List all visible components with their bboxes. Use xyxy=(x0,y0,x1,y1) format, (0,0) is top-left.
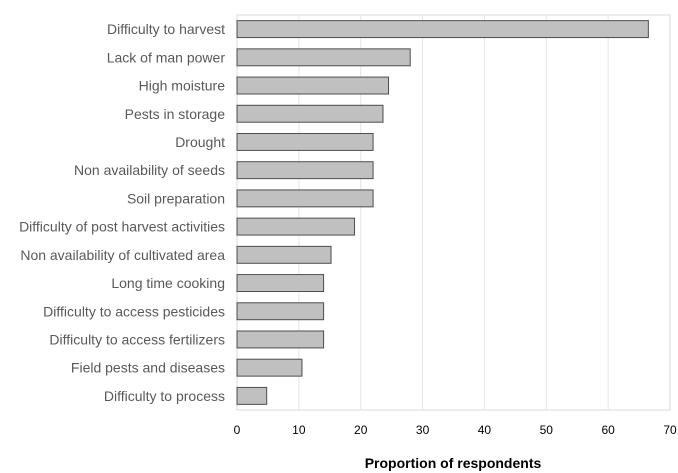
bar xyxy=(236,386,268,405)
category-label: Lack of man power xyxy=(107,49,226,65)
x-tick-label: 20 xyxy=(354,423,368,437)
category-label: Long time cooking xyxy=(111,275,225,291)
x-tick-label: 30 xyxy=(416,423,430,437)
category-label: High moisture xyxy=(139,78,226,94)
bar xyxy=(236,48,411,67)
category-label: Field pests and diseases xyxy=(71,360,225,376)
bar xyxy=(236,161,374,180)
bar xyxy=(236,302,325,321)
x-tick-label: 50 xyxy=(540,423,554,437)
category-label: Difficulty of post harvest activities xyxy=(19,219,225,235)
category-labels: Difficulty to harvest Lack of man power Hi… xyxy=(19,21,225,404)
bar xyxy=(236,189,374,208)
bar xyxy=(236,274,325,293)
bar xyxy=(236,217,356,236)
bars xyxy=(236,20,649,405)
category-label: Non availability of seeds xyxy=(74,162,225,178)
bar xyxy=(236,330,325,349)
bar xyxy=(236,20,649,39)
bar xyxy=(236,133,374,151)
bar xyxy=(236,358,303,377)
bar xyxy=(236,245,332,264)
plot-frame xyxy=(236,14,671,411)
category-label: Non availability of cultivated area xyxy=(20,247,225,263)
x-tick-label: 0 xyxy=(234,423,241,437)
category-label: Difficulty to harvest xyxy=(107,21,225,37)
category-label: Soil preparation xyxy=(127,190,225,206)
x-axis-title: Proportion of respondents xyxy=(365,455,542,471)
category-label: Pests in storage xyxy=(125,106,226,122)
x-tick-labels: 0 10 20 30 40 50 60 70 xyxy=(234,423,677,437)
bar xyxy=(236,76,390,95)
category-label: Drought xyxy=(175,134,225,150)
x-tick-label: 60 xyxy=(601,423,615,437)
category-label: Difficulty to access fertilizers xyxy=(49,331,225,347)
x-tick-label: 40 xyxy=(478,423,492,437)
category-label: Difficulty to access pesticides xyxy=(43,303,225,319)
x-tick-label: 10 xyxy=(292,423,306,437)
category-label: Difficulty to process xyxy=(104,388,225,404)
bar xyxy=(236,104,384,123)
x-tick-label: 70 xyxy=(663,423,677,437)
